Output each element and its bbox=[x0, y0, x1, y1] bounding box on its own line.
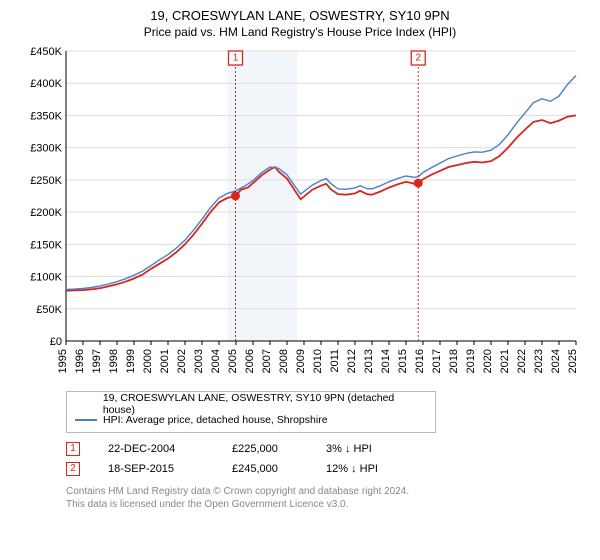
event-row-1: 1 22-DEC-2004 £225,000 3% ↓ HPI bbox=[66, 439, 590, 459]
svg-text:£200K: £200K bbox=[30, 207, 62, 219]
svg-text:2017: 2017 bbox=[431, 349, 443, 373]
event-date-1: 22-DEC-2004 bbox=[108, 443, 218, 455]
legend-label-prop: 19, CROESWYLAN LANE, OSWESTRY, SY10 9PN … bbox=[103, 392, 427, 416]
event-diff-2: 12% ↓ HPI bbox=[326, 463, 436, 475]
svg-text:£250K: £250K bbox=[30, 175, 62, 187]
svg-text:£400K: £400K bbox=[30, 78, 62, 90]
svg-text:1998: 1998 bbox=[108, 349, 120, 373]
svg-text:2010: 2010 bbox=[312, 349, 324, 373]
legend-swatch-hpi bbox=[75, 419, 97, 421]
svg-text:2023: 2023 bbox=[533, 349, 545, 373]
svg-text:2004: 2004 bbox=[210, 349, 222, 373]
svg-text:2006: 2006 bbox=[244, 349, 256, 373]
svg-text:£0: £0 bbox=[50, 336, 62, 348]
svg-text:£300K: £300K bbox=[30, 143, 62, 155]
event-price-2: £245,000 bbox=[232, 463, 312, 475]
svg-text:2012: 2012 bbox=[346, 349, 358, 373]
svg-text:2015: 2015 bbox=[397, 349, 409, 373]
footer-line-2: This data is licensed under the Open Gov… bbox=[66, 498, 590, 511]
legend: 19, CROESWYLAN LANE, OSWESTRY, SY10 9PN … bbox=[66, 391, 436, 433]
price-chart: £0 £50K £100K £150K £200K £250K £300K £350K £400… bbox=[20, 47, 580, 387]
svg-text:2005: 2005 bbox=[227, 349, 239, 373]
svg-text:1995: 1995 bbox=[57, 349, 69, 373]
svg-text:1997: 1997 bbox=[91, 349, 103, 373]
event-dot-2 bbox=[414, 179, 423, 188]
svg-text:2009: 2009 bbox=[295, 349, 307, 373]
svg-text:2016: 2016 bbox=[414, 349, 426, 373]
event-marker-1: 1 bbox=[66, 442, 80, 456]
chart-area: £0 £50K £100K £150K £200K £250K £300K £350K £400… bbox=[20, 47, 580, 387]
chart-subtitle: Price paid vs. HM Land Registry's House … bbox=[10, 25, 590, 39]
svg-text:2019: 2019 bbox=[465, 349, 477, 373]
footer-line-1: Contains HM Land Registry data © Crown c… bbox=[66, 485, 590, 498]
event-marker-2: 2 bbox=[66, 462, 80, 476]
footer: Contains HM Land Registry data © Crown c… bbox=[66, 485, 590, 511]
event-date-2: 18-SEP-2015 bbox=[108, 463, 218, 475]
svg-text:2000: 2000 bbox=[142, 349, 154, 373]
svg-text:£100K: £100K bbox=[30, 272, 62, 284]
legend-row-prop: 19, CROESWYLAN LANE, OSWESTRY, SY10 9PN … bbox=[75, 396, 427, 412]
svg-text:2: 2 bbox=[415, 53, 421, 64]
svg-text:2007: 2007 bbox=[261, 349, 273, 373]
svg-text:£450K: £450K bbox=[30, 47, 62, 58]
event-diff-1: 3% ↓ HPI bbox=[326, 443, 436, 455]
svg-text:1996: 1996 bbox=[74, 349, 86, 373]
series-prop bbox=[66, 115, 576, 290]
svg-text:2018: 2018 bbox=[448, 349, 460, 373]
svg-text:2001: 2001 bbox=[159, 349, 171, 373]
svg-text:2020: 2020 bbox=[482, 349, 494, 373]
svg-text:2011: 2011 bbox=[329, 349, 341, 373]
svg-text:£150K: £150K bbox=[30, 239, 62, 251]
svg-text:2003: 2003 bbox=[193, 349, 205, 373]
svg-text:£50K: £50K bbox=[36, 304, 62, 316]
event-price-1: £225,000 bbox=[232, 443, 312, 455]
svg-text:2021: 2021 bbox=[499, 349, 511, 373]
event-table: 1 22-DEC-2004 £225,000 3% ↓ HPI 2 18-SEP… bbox=[66, 439, 590, 479]
chart-title: 19, CROESWYLAN LANE, OSWESTRY, SY10 9PN bbox=[10, 8, 590, 23]
svg-text:£350K: £350K bbox=[30, 110, 62, 122]
legend-swatch-prop bbox=[75, 403, 97, 405]
svg-text:2022: 2022 bbox=[516, 349, 528, 373]
svg-text:1999: 1999 bbox=[125, 349, 137, 373]
svg-text:2024: 2024 bbox=[550, 349, 562, 373]
series-hpi bbox=[66, 76, 576, 290]
svg-text:1: 1 bbox=[233, 53, 239, 64]
svg-text:2014: 2014 bbox=[380, 349, 392, 373]
svg-text:2025: 2025 bbox=[567, 349, 579, 373]
event-dot-1 bbox=[231, 192, 240, 201]
event-row-2: 2 18-SEP-2015 £245,000 12% ↓ HPI bbox=[66, 459, 590, 479]
svg-text:2002: 2002 bbox=[176, 349, 188, 373]
svg-text:2013: 2013 bbox=[363, 349, 375, 373]
svg-text:2008: 2008 bbox=[278, 349, 290, 373]
legend-label-hpi: HPI: Average price, detached house, Shro… bbox=[103, 414, 328, 426]
